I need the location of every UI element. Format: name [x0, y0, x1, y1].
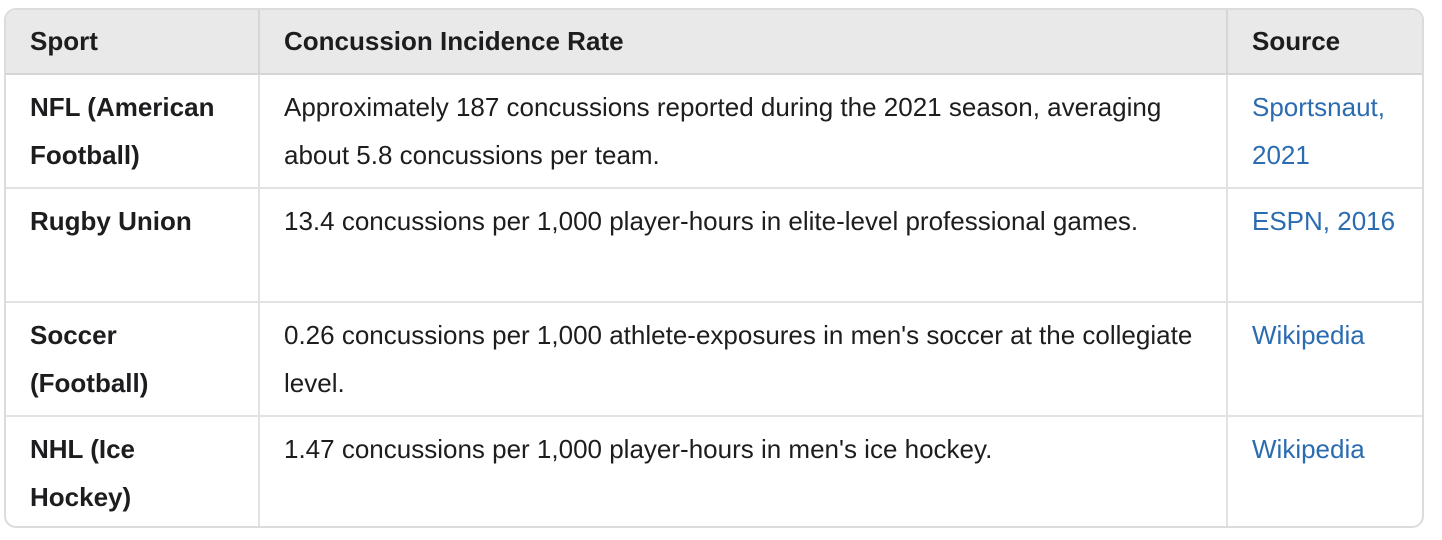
source-cell: Wikipedia [1227, 302, 1422, 417]
sport-cell: Rugby Union [6, 188, 260, 303]
source-link[interactable]: Sportsnaut, 2021 [1252, 92, 1385, 170]
concussion-table-container: Sport Concussion Incidence Rate Source N… [4, 8, 1424, 528]
rate-cell: 13.4 concussions per 1,000 player-hours … [259, 188, 1228, 303]
header-incidence-rate: Concussion Incidence Rate [259, 10, 1228, 75]
table-row: Soccer (Football) 0.26 concussions per 1… [6, 302, 1422, 417]
rate-cell: 0.26 concussions per 1,000 athlete-expos… [259, 302, 1228, 417]
rate-cell: Approximately 187 concussions reported d… [259, 74, 1228, 189]
sport-cell: Soccer (Football) [6, 302, 260, 417]
header-source: Source [1227, 10, 1422, 75]
source-cell: ESPN, 2016 [1227, 188, 1422, 303]
source-cell: Wikipedia [1227, 416, 1422, 526]
table-row: Rugby Union 13.4 concussions per 1,000 p… [6, 188, 1422, 303]
source-cell: Sportsnaut, 2021 [1227, 74, 1422, 189]
source-link[interactable]: Wikipedia [1252, 434, 1365, 464]
sport-cell: NFL (American Football) [6, 74, 260, 189]
source-link[interactable]: Wikipedia [1252, 320, 1365, 350]
concussion-table: Sport Concussion Incidence Rate Source N… [6, 10, 1422, 526]
table-header-row: Sport Concussion Incidence Rate Source [6, 10, 1422, 75]
rate-cell: 1.47 concussions per 1,000 player-hours … [259, 416, 1228, 526]
table-row: NHL (Ice Hockey) 1.47 concussions per 1,… [6, 416, 1422, 526]
header-sport: Sport [6, 10, 260, 75]
table-row: NFL (American Football) Approximately 18… [6, 74, 1422, 189]
sport-cell: NHL (Ice Hockey) [6, 416, 260, 526]
source-link[interactable]: ESPN, 2016 [1252, 206, 1396, 236]
